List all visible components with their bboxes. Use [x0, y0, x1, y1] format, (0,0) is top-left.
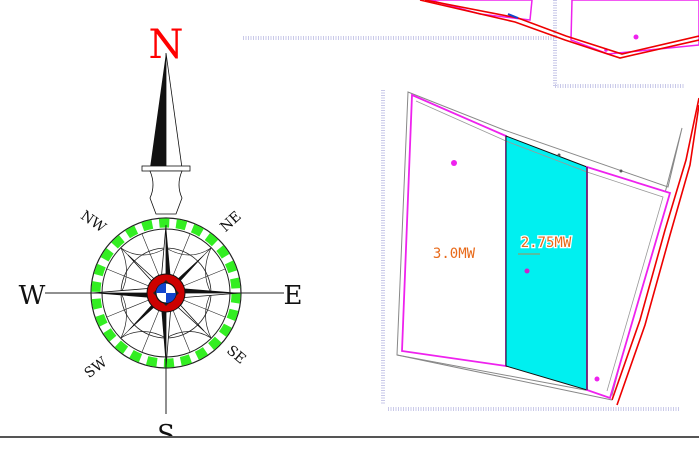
- plot-bottom-edge: [396, 354, 613, 401]
- plot-middle-capacity-label: 2.75MW: [521, 235, 572, 251]
- road-lines: [419, 0, 699, 406]
- plot-left-block: [401, 93, 507, 368]
- compass-label-northwest: NW: [78, 208, 109, 237]
- status-bar-edge: [0, 436, 699, 450]
- compass-label-southwest: SW: [82, 354, 111, 382]
- compass-petal-arcs: [120, 247, 212, 339]
- plot-middle-marker-2: [557, 153, 561, 157]
- plot-middle-block: [505, 135, 588, 391]
- compass-label-west: W: [19, 281, 46, 311]
- compass-label-southeast: SE: [223, 343, 248, 368]
- north-needle-stem: [149, 170, 183, 215]
- compass-label-northeast: NE: [217, 209, 244, 236]
- top-plot-marker: [633, 34, 639, 40]
- plot-right-marker: [619, 169, 623, 173]
- compass-hub-blue-q2: [166, 293, 176, 303]
- fence-hatching: [243, 0, 685, 411]
- plot-middle-marker: [524, 268, 530, 274]
- plot-left-capacity-label: 3.0MW: [433, 246, 476, 262]
- plot-bottom-marker: [594, 376, 600, 382]
- plot-left-marker: [451, 160, 457, 166]
- north-needle-light: [165, 52, 183, 169]
- road-blue-marker: [507, 13, 519, 19]
- top-plot-right: [570, 0, 699, 55]
- site-plan: 3.0MW 2.75MW: [243, 0, 699, 411]
- north-needle-base: [141, 165, 191, 172]
- compass-rose: N W E S NW NE SW SE: [19, 22, 303, 450]
- compass-label-east: E: [284, 281, 303, 311]
- compass-hub-blue-q1: [156, 283, 166, 293]
- compass-label-north: N: [149, 22, 184, 68]
